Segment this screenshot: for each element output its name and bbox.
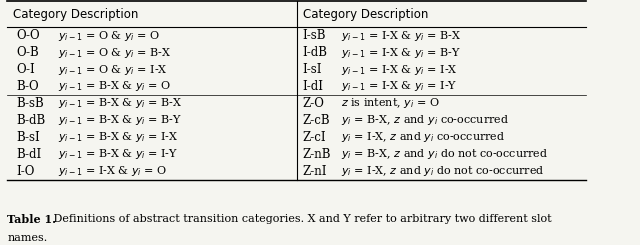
- Text: B-O: B-O: [16, 80, 39, 93]
- Text: B-dB: B-dB: [16, 114, 45, 127]
- Text: O-B: O-B: [16, 46, 39, 59]
- Text: $y_{i-1}$ = B-X & $y_i$ = B-Y: $y_{i-1}$ = B-X & $y_i$ = B-Y: [58, 113, 182, 127]
- Text: I-sB: I-sB: [303, 29, 326, 42]
- Text: $y_i$ = B-X, $z$ and $y_i$ do not co-occurred: $y_i$ = B-X, $z$ and $y_i$ do not co-occ…: [341, 147, 548, 161]
- Text: I-sI: I-sI: [303, 63, 323, 76]
- Text: $y_{i-1}$ = I-X & $y_i$ = B-X: $y_{i-1}$ = I-X & $y_i$ = B-X: [341, 29, 461, 43]
- Text: $y_{i-1}$ = O & $y_i$ = I-X: $y_{i-1}$ = O & $y_i$ = I-X: [58, 62, 167, 76]
- Text: $y_{i-1}$ = I-X & $y_i$ = O: $y_{i-1}$ = I-X & $y_i$ = O: [58, 164, 167, 178]
- Text: Category Description: Category Description: [13, 8, 139, 21]
- Text: $y_i$ = B-X, $z$ and $y_i$ co-occurred: $y_i$ = B-X, $z$ and $y_i$ co-occurred: [341, 113, 509, 127]
- Text: $y_{i-1}$ = B-X & $y_i$ = B-X: $y_{i-1}$ = B-X & $y_i$ = B-X: [58, 96, 182, 110]
- Text: $y_{i-1}$ = O & $y_i$ = B-X: $y_{i-1}$ = O & $y_i$ = B-X: [58, 46, 171, 60]
- Text: O-I: O-I: [16, 63, 35, 76]
- Text: Definitions of abstract transition categories. X and Y refer to arbitrary two di: Definitions of abstract transition categ…: [50, 214, 552, 224]
- Text: $y_i$ = I-X, $z$ and $y_i$ do not co-occurred: $y_i$ = I-X, $z$ and $y_i$ do not co-occ…: [341, 164, 545, 178]
- Text: I-dI: I-dI: [303, 80, 324, 93]
- Text: Z-nB: Z-nB: [303, 148, 332, 161]
- Text: B-sI: B-sI: [16, 131, 40, 144]
- Text: $y_{i-1}$ = I-X & $y_i$ = B-Y: $y_{i-1}$ = I-X & $y_i$ = B-Y: [341, 46, 461, 60]
- Text: Z-nI: Z-nI: [303, 165, 327, 178]
- Text: Category Description: Category Description: [303, 8, 428, 21]
- Text: $y_{i-1}$ = B-X & $y_i$ = I-X: $y_{i-1}$ = B-X & $y_i$ = I-X: [58, 130, 178, 144]
- Text: B-dI: B-dI: [16, 148, 42, 161]
- Text: I-O: I-O: [16, 165, 35, 178]
- Text: $y_i$ = I-X, $z$ and $y_i$ co-occurred: $y_i$ = I-X, $z$ and $y_i$ co-occurred: [341, 130, 506, 144]
- Text: $y_{i-1}$ = I-X & $y_i$ = I-Y: $y_{i-1}$ = I-X & $y_i$ = I-Y: [341, 79, 458, 94]
- Text: Z-cI: Z-cI: [303, 131, 326, 144]
- Text: $y_{i-1}$ = B-X & $y_i$ = I-Y: $y_{i-1}$ = B-X & $y_i$ = I-Y: [58, 147, 178, 161]
- Text: $y_{i-1}$ = O & $y_i$ = O: $y_{i-1}$ = O & $y_i$ = O: [58, 29, 160, 43]
- Text: $y_{i-1}$ = B-X & $y_i$ = O: $y_{i-1}$ = B-X & $y_i$ = O: [58, 79, 170, 94]
- Text: names.: names.: [7, 233, 47, 243]
- Text: Z-cB: Z-cB: [303, 114, 330, 127]
- Text: $y_{i-1}$ = I-X & $y_i$ = I-X: $y_{i-1}$ = I-X & $y_i$ = I-X: [341, 62, 458, 76]
- Text: Table 1.: Table 1.: [7, 214, 56, 225]
- Text: Z-O: Z-O: [303, 97, 324, 110]
- Text: I-dB: I-dB: [303, 46, 328, 59]
- Text: B-sB: B-sB: [16, 97, 44, 110]
- Text: O-O: O-O: [16, 29, 40, 42]
- Text: $z$ is intent, $y_i$ = O: $z$ is intent, $y_i$ = O: [341, 96, 440, 110]
